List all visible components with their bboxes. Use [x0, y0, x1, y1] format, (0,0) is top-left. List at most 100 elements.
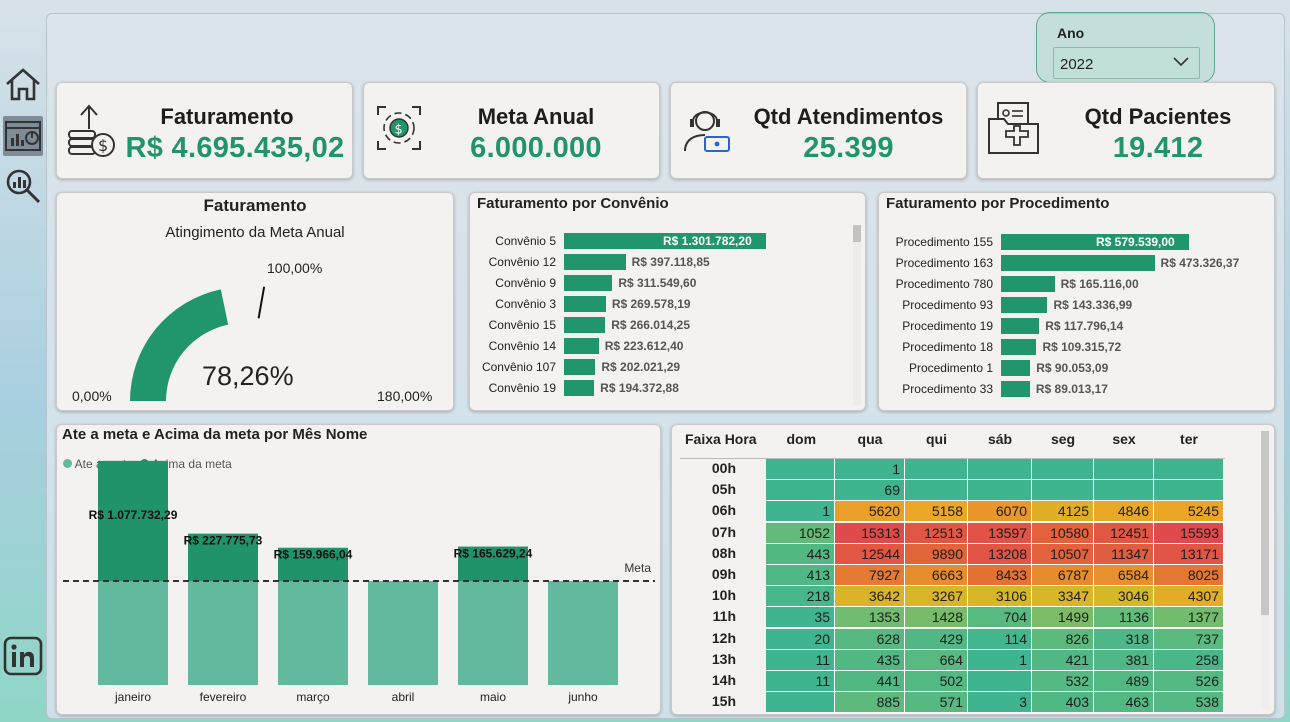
heatmap-cell[interactable]: [766, 480, 835, 502]
heatmap-cell[interactable]: 8433: [968, 565, 1032, 586]
convenio-bar[interactable]: [564, 275, 613, 291]
bar-ate-a-meta[interactable]: [548, 581, 618, 685]
heatmap-cell[interactable]: 13171: [1154, 543, 1224, 565]
column-header[interactable]: ter: [1180, 431, 1198, 447]
heatmap-cell[interactable]: [905, 459, 968, 480]
heatmap-cell[interactable]: 10507: [1032, 543, 1094, 565]
column-header[interactable]: seg: [1050, 431, 1076, 447]
heatmap-cell[interactable]: 4125: [1032, 501, 1094, 523]
heatmap-cell[interactable]: 1377: [1154, 607, 1224, 629]
year-dropdown[interactable]: 2022: [1053, 47, 1200, 79]
heatmap-cell[interactable]: 6787: [1032, 565, 1094, 586]
bar-ate-a-meta[interactable]: [368, 581, 438, 685]
heatmap-cell[interactable]: 737: [1154, 628, 1224, 650]
home-icon[interactable]: [3, 64, 43, 104]
heatmap-cell[interactable]: [1154, 459, 1224, 480]
linkedin-icon[interactable]: [3, 636, 43, 676]
heatmap-cell[interactable]: 463: [1094, 692, 1154, 714]
heatmap-cell[interactable]: 12544: [835, 543, 905, 565]
heatmap-cell[interactable]: 5620: [835, 501, 905, 523]
heatmap-cell[interactable]: 3642: [835, 586, 905, 608]
heatmap-cell[interactable]: 7927: [835, 565, 905, 586]
column-header[interactable]: sáb: [987, 431, 1013, 447]
heatmap-cell[interactable]: 258: [1154, 649, 1224, 671]
heatmap-cell[interactable]: 35: [766, 607, 835, 629]
heatmap-cell[interactable]: 489: [1094, 671, 1154, 692]
convenio-bar[interactable]: [564, 233, 766, 249]
bar-acima-da-meta[interactable]: [188, 533, 258, 581]
heatmap-cell[interactable]: 15593: [1154, 522, 1224, 544]
heatmap-cell[interactable]: [1032, 480, 1094, 502]
heatmap-cell[interactable]: 429: [905, 628, 968, 650]
convenio-bar[interactable]: [564, 359, 596, 375]
heatmap-cell[interactable]: 1428: [905, 607, 968, 629]
heatmap-cell[interactable]: 502: [905, 671, 968, 692]
heatmap-cell[interactable]: 11347: [1094, 543, 1154, 565]
heatmap-cell[interactable]: [1032, 459, 1094, 480]
heatmap-cell[interactable]: 1499: [1032, 607, 1094, 629]
heatmap-cell[interactable]: 12451: [1094, 522, 1154, 544]
heatmap-cell[interactable]: 8025: [1154, 565, 1224, 586]
heatmap-cell[interactable]: 1353: [835, 607, 905, 629]
scrollbar[interactable]: [853, 225, 861, 405]
bar-acima-da-meta[interactable]: [458, 546, 528, 581]
heatmap-cell[interactable]: 12513: [905, 522, 968, 544]
heatmap-cell[interactable]: 664: [905, 649, 968, 671]
heatmap-cell[interactable]: [766, 459, 835, 480]
heatmap-cell[interactable]: [968, 459, 1032, 480]
heatmap-cell[interactable]: 1052: [766, 522, 835, 544]
column-header[interactable]: qua: [857, 431, 883, 447]
heatmap-cell[interactable]: 114: [968, 628, 1032, 650]
heatmap-cell[interactable]: 20: [766, 628, 835, 650]
heatmap-cell[interactable]: [1154, 480, 1224, 502]
heatmap-cell[interactable]: [766, 692, 835, 714]
convenio-bar[interactable]: [564, 380, 595, 396]
heatmap-cell[interactable]: [1094, 480, 1154, 502]
convenio-bar[interactable]: [564, 254, 626, 270]
heatmap-cell[interactable]: 435: [835, 649, 905, 671]
heatmap-cell[interactable]: 13208: [968, 543, 1032, 565]
convenio-bar[interactable]: [564, 317, 606, 333]
heatmap-cell[interactable]: 532: [1032, 671, 1094, 692]
bar-ate-a-meta[interactable]: [98, 581, 168, 685]
procedimento-bar[interactable]: [1001, 360, 1031, 376]
year-filter[interactable]: Ano 2022: [1036, 12, 1215, 83]
convenio-bar[interactable]: [564, 338, 599, 354]
heatmap-cell[interactable]: 11: [766, 671, 835, 692]
chevron-down-icon[interactable]: [1173, 54, 1189, 71]
bar-acima-da-meta[interactable]: [278, 547, 348, 581]
heatmap-cell[interactable]: 704: [968, 607, 1032, 629]
heatmap-cell[interactable]: 9890: [905, 543, 968, 565]
heatmap-cell[interactable]: [905, 480, 968, 502]
heatmap-cell[interactable]: 6663: [905, 565, 968, 586]
heatmap-cell[interactable]: 4307: [1154, 586, 1224, 608]
column-header[interactable]: qui: [926, 431, 947, 447]
heatmap-cell[interactable]: 3: [968, 692, 1032, 714]
column-header[interactable]: sex: [1112, 431, 1136, 447]
heatmap-cell[interactable]: 69: [835, 480, 905, 502]
heatmap-cell[interactable]: 4846: [1094, 501, 1154, 523]
heatmap-cell[interactable]: 381: [1094, 649, 1154, 671]
heatmap-cell[interactable]: 10580: [1032, 522, 1094, 544]
heatmap-cell[interactable]: [1094, 459, 1154, 480]
procedimento-bar[interactable]: [1001, 297, 1048, 313]
heatmap-cell[interactable]: 571: [905, 692, 968, 714]
heatmap-cell[interactable]: 6584: [1094, 565, 1154, 586]
heatmap-cell[interactable]: 3347: [1032, 586, 1094, 608]
column-header[interactable]: dom: [786, 431, 817, 447]
heatmap-cell[interactable]: 3106: [968, 586, 1032, 608]
heatmap-cell[interactable]: 421: [1032, 649, 1094, 671]
bar-acima-da-meta[interactable]: [98, 460, 168, 581]
heatmap-cell[interactable]: 413: [766, 565, 835, 586]
heatmap-cell[interactable]: 526: [1154, 671, 1224, 692]
heatmap-cell[interactable]: 1: [766, 501, 835, 523]
convenio-bar[interactable]: [564, 296, 606, 312]
analytics-icon[interactable]: [3, 166, 43, 206]
procedimento-bar[interactable]: [1001, 234, 1189, 250]
heatmap-cell[interactable]: 885: [835, 692, 905, 714]
heatmap-cell[interactable]: 318: [1094, 628, 1154, 650]
heatmap-cell[interactable]: 11: [766, 649, 835, 671]
heatmap-cell[interactable]: [968, 480, 1032, 502]
heatmap-cell[interactable]: 13597: [968, 522, 1032, 544]
dashboard-icon[interactable]: [3, 116, 43, 156]
